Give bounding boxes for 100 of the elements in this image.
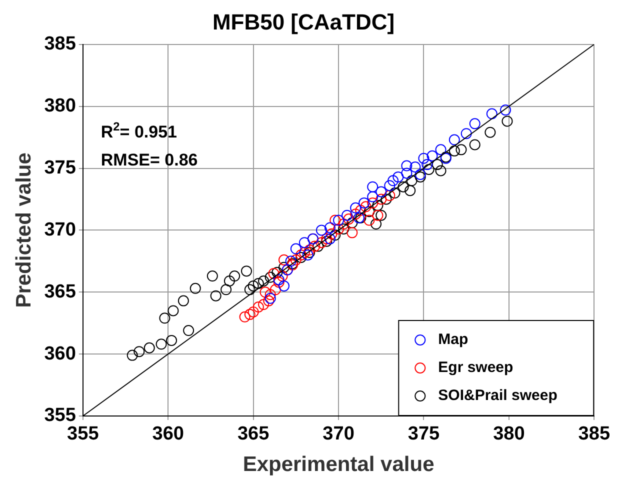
- point: [502, 116, 513, 127]
- point: [330, 230, 341, 241]
- point: [423, 164, 434, 176]
- point: [183, 325, 194, 336]
- point: [309, 240, 320, 252]
- point: [258, 299, 270, 310]
- point: [388, 175, 399, 186]
- point: [338, 218, 350, 230]
- point: [268, 268, 280, 280]
- x-tick-label: 370: [322, 424, 354, 445]
- x-tick-label: 385: [578, 424, 610, 445]
- y-tick-label: 385: [44, 34, 76, 55]
- point: [398, 181, 409, 192]
- point: [338, 223, 350, 234]
- point: [210, 290, 222, 302]
- point: [486, 108, 498, 120]
- point: [370, 218, 382, 230]
- y-tick-label: 370: [44, 219, 76, 240]
- x-tick-label: 380: [493, 424, 525, 445]
- point: [324, 222, 336, 234]
- point: [248, 306, 259, 318]
- point: [178, 295, 189, 306]
- point: [422, 159, 433, 170]
- point: [414, 171, 426, 182]
- point: [376, 194, 387, 205]
- point: [418, 152, 430, 164]
- point: [401, 168, 412, 179]
- point: [330, 214, 341, 226]
- point: [364, 214, 375, 226]
- point: [380, 194, 392, 205]
- point: [333, 223, 344, 234]
- point: [272, 266, 283, 278]
- point: [273, 274, 284, 286]
- point: [258, 275, 270, 286]
- point: [166, 334, 178, 346]
- point: [469, 118, 480, 130]
- point: [220, 284, 232, 296]
- point: [144, 342, 155, 354]
- point: [302, 249, 314, 260]
- point: [372, 200, 384, 211]
- point: [367, 197, 378, 208]
- point: [252, 278, 264, 289]
- point: [159, 312, 170, 324]
- point: [392, 171, 404, 182]
- point: [264, 289, 276, 300]
- point: [372, 210, 384, 221]
- point: [404, 185, 416, 196]
- point: [367, 191, 378, 202]
- y-tick-label: 365: [44, 281, 76, 302]
- point: [156, 338, 167, 350]
- x-axis-title: Experimental value: [242, 453, 434, 476]
- point: [290, 243, 302, 254]
- point: [296, 252, 307, 263]
- point: [364, 206, 375, 218]
- point: [346, 227, 358, 238]
- point: [252, 302, 264, 312]
- legend-label: SOI&Prail sweep: [438, 387, 558, 404]
- point: [500, 104, 512, 116]
- point: [273, 276, 284, 288]
- point: [343, 214, 354, 225]
- point: [126, 350, 138, 361]
- point: [406, 175, 418, 186]
- point: [376, 186, 387, 198]
- point: [426, 150, 438, 162]
- point: [460, 128, 472, 140]
- point: [134, 346, 145, 358]
- point: [168, 305, 179, 316]
- point: [448, 134, 460, 146]
- point: [264, 292, 276, 304]
- point: [290, 254, 302, 266]
- point: [298, 246, 310, 258]
- point: [355, 204, 366, 216]
- point: [321, 236, 332, 247]
- x-tick-label: 375: [408, 424, 440, 445]
- point: [316, 237, 327, 248]
- point: [270, 284, 281, 296]
- point: [241, 266, 252, 277]
- point: [484, 126, 496, 138]
- point: [224, 275, 235, 286]
- point: [298, 237, 310, 248]
- point: [360, 201, 372, 212]
- point: [278, 262, 290, 273]
- x-tick-label: 355: [67, 424, 100, 445]
- point: [367, 181, 378, 192]
- point: [435, 144, 446, 156]
- point: [278, 254, 290, 266]
- y-tick-label: 355: [44, 405, 76, 426]
- point: [414, 168, 426, 180]
- point: [326, 228, 338, 240]
- point: [285, 256, 296, 267]
- point: [321, 233, 332, 244]
- point: [276, 270, 288, 282]
- point: [312, 240, 324, 252]
- point: [264, 272, 276, 283]
- y-axis-title: Predicted value: [12, 152, 36, 308]
- y-tick-label: 380: [44, 96, 76, 117]
- point: [260, 286, 271, 298]
- x-tick-label: 365: [237, 424, 270, 445]
- point: [324, 233, 336, 244]
- point: [342, 210, 353, 221]
